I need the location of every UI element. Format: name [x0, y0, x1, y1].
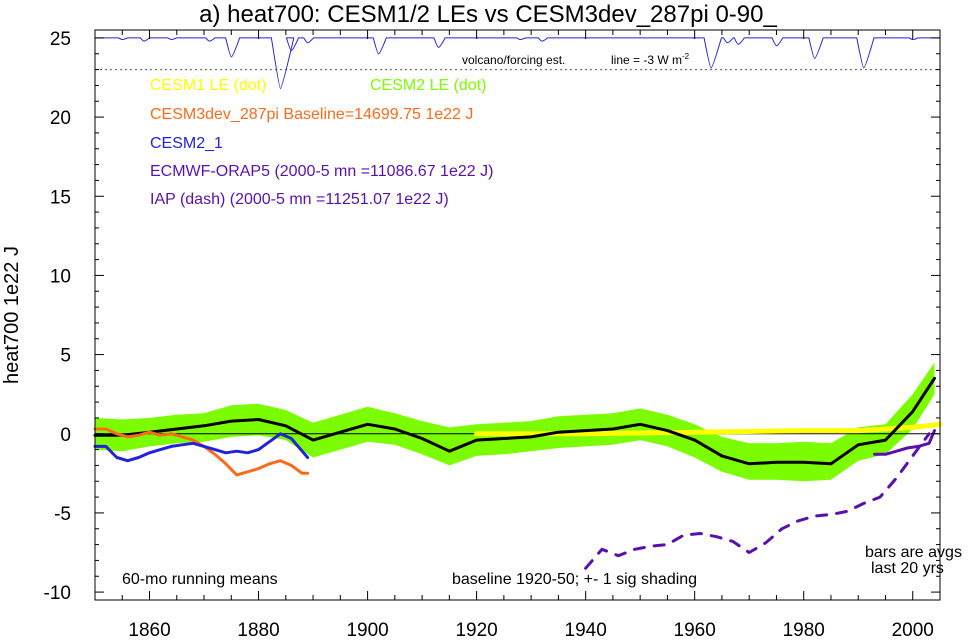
volcano-note: volcano/forcing est. [462, 53, 565, 67]
x-tick-label: 2000 [892, 620, 934, 641]
baseline-note: baseline 1920-50; +- 1 sig shading [452, 571, 697, 588]
series-line-4 [873, 429, 936, 456]
sigma-shading [95, 362, 935, 482]
x-tick-label: 1980 [783, 620, 825, 641]
legend-orap5: ECMWF-ORAP5 (2000-5 mn =11086.67 1e22 J) [150, 163, 493, 180]
running-means-note: 60-mo running means [122, 571, 278, 588]
y-tick-label: -5 [54, 504, 71, 525]
x-tick-label: 1960 [674, 620, 716, 641]
legend-cesm1: CESM1 LE (dot) [150, 77, 266, 94]
series-line-5 [584, 432, 931, 570]
y-tick-label: 15 [50, 187, 71, 208]
y-tick-label: 0 [60, 425, 71, 446]
x-tick-label: 1900 [346, 620, 388, 641]
x-tick-label: 1920 [455, 620, 497, 641]
legend-cesm2: CESM2 LE (dot) [370, 77, 486, 94]
series-line-0 [474, 421, 943, 437]
series-line-3 [93, 432, 310, 463]
axis-layer: 1860 1880 1900 1920 1940 1960 1980 2000 -10 -5 0 5 1… [44, 29, 941, 641]
bars-note-1: bars are avgs [865, 544, 962, 561]
series-line-1 [93, 376, 936, 466]
chart-title: a) heat700: CESM1/2 LEs vs CESM3dev_287p… [199, 1, 777, 28]
volcano-forcing-line [95, 37, 940, 90]
line-note-text: line = -3 W m [611, 53, 682, 67]
y-tick-label: 25 [50, 29, 71, 50]
legend-iap: IAP (dash) (2000-5 mn =11251.07 1e22 J) [150, 191, 449, 208]
legend-cesm2-1: CESM2_1 [150, 135, 223, 152]
y-tick-label: 5 [60, 346, 71, 367]
line-note-sup: -2 [682, 52, 690, 61]
y-tick-label: -10 [44, 583, 71, 604]
line-note: line = -3 W m-2 [611, 52, 690, 67]
bars-note-2: last 20 yrs [871, 560, 944, 577]
x-tick-label: 1860 [128, 620, 170, 641]
y-tick-label: 10 [50, 266, 71, 287]
y-axis-label: heat700 1e22 J [1, 246, 23, 384]
series-layer [93, 376, 943, 570]
y-tick-label: 20 [50, 108, 71, 129]
plot-frame [94, 29, 941, 601]
volcano-layer [95, 37, 940, 90]
legend-cesm3dev: CESM3dev_287pi Baseline=14699.75 1e22 J [150, 106, 473, 123]
x-tick-label: 1880 [237, 620, 279, 641]
legend: CESM1 LE (dot) CESM2 LE (dot) CESM3dev_2… [150, 77, 493, 208]
x-tick-label: 1940 [565, 620, 607, 641]
